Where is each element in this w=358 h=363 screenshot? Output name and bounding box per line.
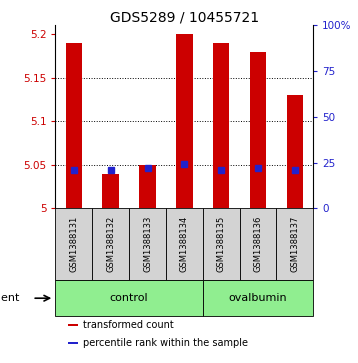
Text: transformed count: transformed count	[83, 320, 174, 330]
Text: GSM1388135: GSM1388135	[217, 216, 226, 272]
Text: GSM1388133: GSM1388133	[143, 216, 152, 273]
Bar	[276, 208, 313, 280]
Text: GSM1388132: GSM1388132	[106, 216, 115, 272]
Text: ovalbumin: ovalbumin	[229, 293, 287, 303]
Bar	[129, 208, 166, 280]
Text: GSM1388134: GSM1388134	[180, 216, 189, 272]
Bar	[68, 324, 78, 326]
Bar	[139, 165, 156, 208]
Bar	[240, 208, 276, 280]
Bar	[166, 208, 203, 280]
Bar	[203, 280, 313, 316]
Bar	[55, 208, 92, 280]
Bar	[102, 174, 119, 208]
Bar	[176, 34, 193, 208]
Bar	[213, 43, 229, 208]
Bar	[92, 208, 129, 280]
Bar	[286, 95, 303, 208]
Text: agent: agent	[0, 293, 19, 303]
Bar	[68, 342, 78, 344]
Text: GSM1388136: GSM1388136	[253, 216, 262, 273]
Bar	[250, 52, 266, 208]
Text: control: control	[110, 293, 149, 303]
Bar	[66, 43, 82, 208]
Text: GSM1388131: GSM1388131	[69, 216, 78, 272]
Title: GDS5289 / 10455721: GDS5289 / 10455721	[110, 10, 259, 24]
Bar	[203, 208, 240, 280]
Text: GSM1388137: GSM1388137	[290, 216, 299, 273]
Text: percentile rank within the sample: percentile rank within the sample	[83, 338, 248, 348]
Bar	[55, 280, 203, 316]
